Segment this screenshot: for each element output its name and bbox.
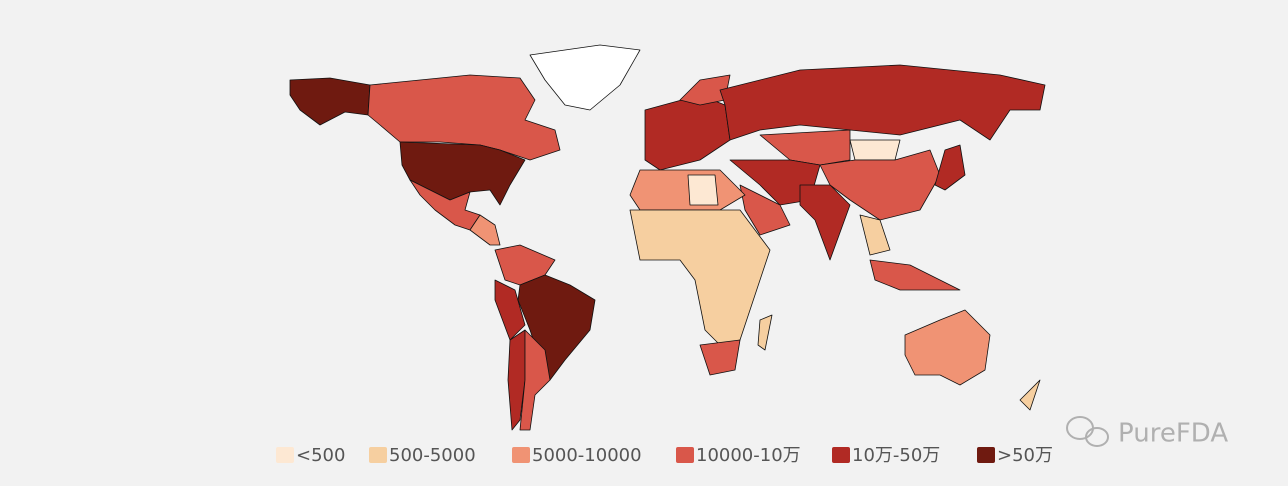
india[interactable] (799, 184, 851, 261)
new-zealand[interactable] (1019, 379, 1041, 411)
legend-swatch[interactable] (512, 447, 530, 463)
legend-label[interactable]: 5000-10000 (532, 445, 642, 466)
central-america[interactable] (469, 214, 501, 246)
china[interactable] (819, 149, 941, 221)
mongolia[interactable] (849, 139, 901, 161)
legend-swatch[interactable] (676, 447, 694, 463)
southeast-asia[interactable] (859, 214, 891, 256)
legend-label[interactable]: >50万 (997, 445, 1053, 466)
south-africa[interactable] (699, 339, 741, 376)
russia[interactable] (719, 64, 1046, 141)
australia[interactable] (904, 309, 991, 386)
libya[interactable] (687, 174, 719, 206)
legend-swatch[interactable] (977, 447, 995, 463)
wechat-icon (1085, 427, 1109, 447)
scandinavia[interactable] (679, 74, 731, 106)
indonesia[interactable] (869, 259, 961, 291)
greenland[interactable] (529, 44, 641, 111)
legend-swatch[interactable] (832, 447, 850, 463)
legend-label[interactable]: 10000-10万 (696, 445, 801, 466)
legend-label[interactable]: <500 (296, 445, 345, 466)
legend-swatch[interactable] (369, 447, 387, 463)
watermark: PureFDA (1066, 416, 1228, 449)
world-map (289, 44, 1046, 431)
madagascar[interactable] (757, 314, 773, 351)
saudi-arabia[interactable] (739, 184, 791, 236)
watermark-text: PureFDA (1118, 419, 1228, 449)
brazil[interactable] (517, 274, 596, 381)
alaska[interactable] (289, 77, 371, 126)
peru[interactable] (494, 279, 526, 341)
japan[interactable] (934, 144, 966, 191)
canada[interactable] (367, 74, 561, 161)
legend-label[interactable]: 10万-50万 (852, 445, 940, 466)
legend: <500 500-5000 5000-10000 10000-10万 10万-50万 >5… (276, 445, 1053, 466)
legend-label[interactable]: 500-5000 (389, 445, 476, 466)
legend-swatch[interactable] (276, 447, 294, 463)
argentina[interactable] (519, 329, 551, 431)
